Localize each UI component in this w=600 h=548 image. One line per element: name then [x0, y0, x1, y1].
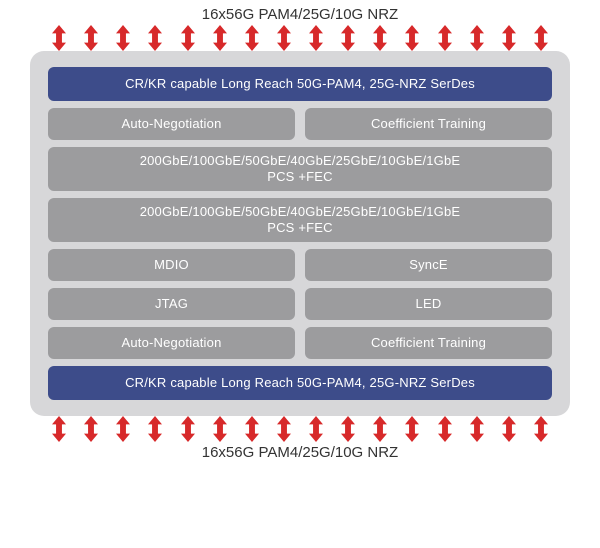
feature-block: MDIO [48, 249, 295, 281]
io-arrow-icon [502, 25, 516, 51]
feature-block: SyncE [305, 249, 552, 281]
chip-body: CR/KR capable Long Reach 50G-PAM4, 25G-N… [30, 51, 570, 416]
io-arrow-icon [148, 416, 162, 442]
diagram-container: 16x56G PAM4/25G/10G NRZ CR/KR capable Lo… [0, 6, 600, 461]
io-arrow-icon [277, 416, 291, 442]
io-arrow-icon [181, 416, 195, 442]
pcs-fec-block: 200GbE/100GbE/50GbE/40GbE/25GbE/10GbE/1G… [48, 198, 552, 242]
block-row: Auto-Negotiation Coefficient Training [48, 327, 552, 359]
feature-block: JTAG [48, 288, 295, 320]
block-row: Auto-Negotiation Coefficient Training [48, 108, 552, 140]
serdes-block: CR/KR capable Long Reach 50G-PAM4, 25G-N… [48, 366, 552, 400]
io-arrow-icon [84, 25, 98, 51]
io-arrow-icon [84, 416, 98, 442]
io-arrow-icon [52, 25, 66, 51]
arrow-row-bottom [30, 416, 570, 442]
io-arrow-icon [148, 25, 162, 51]
io-arrow-icon [245, 416, 259, 442]
io-arrow-icon [116, 416, 130, 442]
arrow-row-top [30, 25, 570, 51]
feature-block: Coefficient Training [305, 327, 552, 359]
io-arrow-icon [213, 416, 227, 442]
feature-block: Coefficient Training [305, 108, 552, 140]
io-arrow-icon [116, 25, 130, 51]
pcs-fec-block: 200GbE/100GbE/50GbE/40GbE/25GbE/10GbE/1G… [48, 147, 552, 191]
io-arrow-icon [213, 25, 227, 51]
io-arrow-icon [470, 25, 484, 51]
io-label-top: 16x56G PAM4/25G/10G NRZ [30, 6, 570, 23]
io-arrow-icon [52, 416, 66, 442]
io-arrow-icon [502, 416, 516, 442]
feature-block: Auto-Negotiation [48, 108, 295, 140]
io-arrow-icon [245, 25, 259, 51]
io-arrow-icon [534, 25, 548, 51]
io-arrow-icon [405, 25, 419, 51]
feature-block: LED [305, 288, 552, 320]
io-arrow-icon [373, 25, 387, 51]
io-arrow-icon [470, 416, 484, 442]
io-label-bottom: 16x56G PAM4/25G/10G NRZ [30, 444, 570, 461]
io-arrow-icon [341, 416, 355, 442]
feature-block: Auto-Negotiation [48, 327, 295, 359]
io-arrow-icon [277, 25, 291, 51]
io-arrow-icon [341, 25, 355, 51]
io-arrow-icon [438, 25, 452, 51]
io-arrow-icon [534, 416, 548, 442]
block-row: JTAG LED [48, 288, 552, 320]
block-row: MDIO SyncE [48, 249, 552, 281]
serdes-block: CR/KR capable Long Reach 50G-PAM4, 25G-N… [48, 67, 552, 101]
io-arrow-icon [181, 25, 195, 51]
io-arrow-icon [405, 416, 419, 442]
io-arrow-icon [309, 416, 323, 442]
io-arrow-icon [373, 416, 387, 442]
io-arrow-icon [309, 25, 323, 51]
io-arrow-icon [438, 416, 452, 442]
